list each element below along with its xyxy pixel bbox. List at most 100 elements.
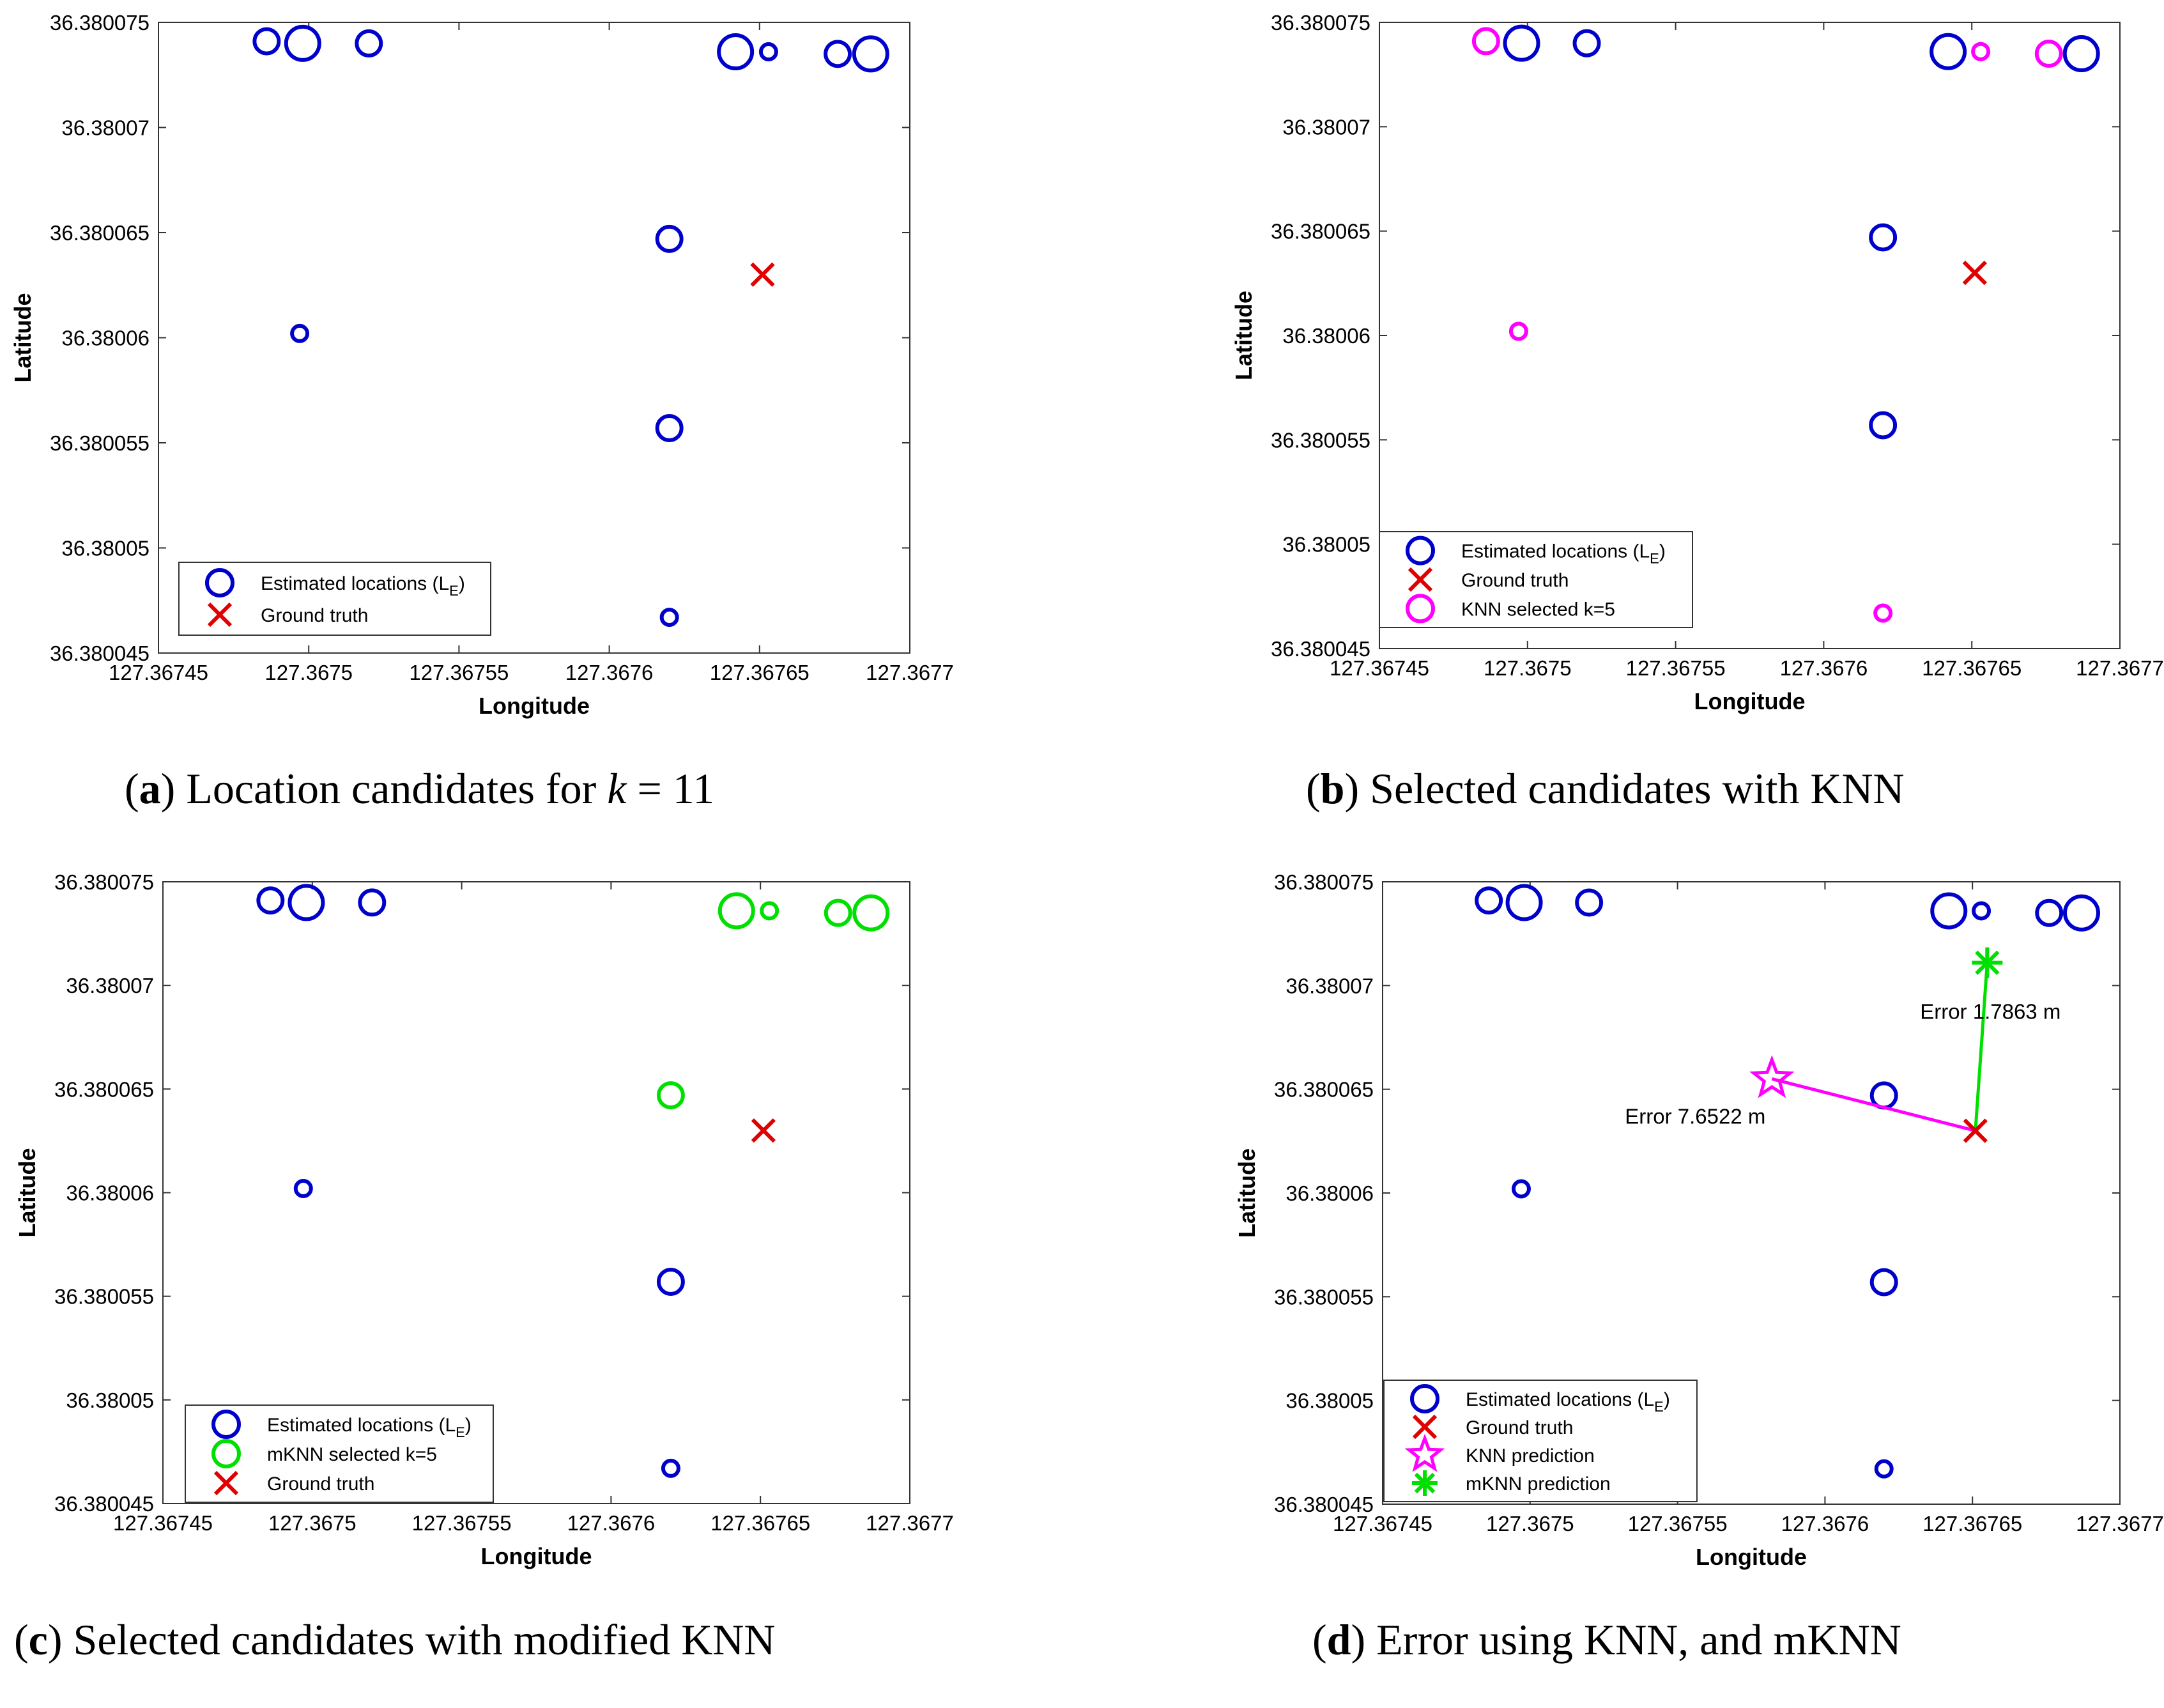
y-tick-label: 36.38005 (66, 1389, 154, 1412)
y-tick-label: 36.380045 (54, 1492, 154, 1516)
candidate-point (284, 24, 321, 62)
chart-d: 127.36745 127.3675 127.36755 127.3676 127.36… (1234, 870, 2164, 1570)
caption-b: (b) Selected candidates with KNN (1306, 764, 1905, 813)
knn-prediction-point (1749, 1055, 1795, 1098)
legend-marker (1406, 594, 1435, 624)
y-axis-label: Latitude (1234, 1148, 1260, 1238)
legend-marker (211, 1439, 241, 1468)
legend-label: Estimated locations (LE) (1466, 1389, 1670, 1415)
candidate-point (824, 40, 852, 68)
caption-label: d (1326, 1615, 1351, 1664)
x-tick-label: 127.36765 (710, 1511, 810, 1535)
y-tick-label: 36.380065 (1271, 220, 1370, 243)
caption-label: b (1320, 764, 1345, 813)
candidate-point (293, 1179, 313, 1199)
data-points (1471, 24, 2100, 623)
y-tick-label: 36.38005 (1282, 533, 1370, 557)
legend-label: KNN prediction (1466, 1445, 1595, 1466)
y-tick-label: 36.38005 (61, 537, 150, 560)
panel-c: 127.36745 127.3675 127.36755 127.3676 127.36… (0, 854, 1082, 1708)
y-tick-label: 36.38006 (1282, 324, 1370, 348)
x-tick-label: 127.36765 (1922, 1512, 2022, 1535)
candidate-point (717, 33, 755, 71)
x-tick-label: 127.3675 (265, 661, 353, 684)
legend-label: Ground truth (1466, 1417, 1573, 1438)
y-axis-label: Latitude (14, 1148, 40, 1238)
y-tick-label: 36.38006 (61, 327, 150, 350)
legend-label: Ground truth (1461, 570, 1569, 591)
candidate-point (656, 1081, 685, 1110)
caption-text: Selected candidates with KNN (1370, 764, 1905, 813)
y-tick-label: 36.380055 (50, 431, 150, 455)
y-tick-label: 36.38006 (1285, 1181, 1374, 1205)
panel-b: 127.36745 127.3675 127.36755 127.3676 127.36… (1082, 0, 2164, 854)
chart-a: 127.36745 127.3675 127.36755 127.3676 127.36… (10, 11, 954, 719)
candidate-point (1503, 24, 1540, 62)
y-tick-label: 36.38007 (1285, 974, 1374, 997)
caption-d: (d) Error using KNN, and mKNN (1312, 1615, 1901, 1664)
legend-marker (205, 568, 234, 597)
candidate-point (1869, 411, 1898, 440)
panel-a: 127.36745 127.3675 127.36755 127.3676 127.36… (0, 0, 1082, 854)
candidate-point (2062, 35, 2100, 72)
candidate-point (1575, 888, 1604, 917)
candidate-point (1873, 603, 1893, 623)
plot-area (158, 22, 910, 654)
x-tick-label: 127.3675 (268, 1511, 357, 1535)
x-tick-label: 127.36765 (1922, 656, 2022, 680)
legend-marker (1408, 567, 1433, 592)
x-tick-label: 127.36745 (109, 661, 208, 684)
legend: Estimated locations (LE) Ground truth (178, 562, 491, 636)
y-tick-label: 36.38005 (1285, 1389, 1374, 1413)
candidate-point (1475, 886, 1503, 915)
y-tick-label: 36.38007 (61, 116, 150, 140)
data-points (252, 24, 889, 627)
x-tick-label: 127.3676 (1780, 656, 1868, 680)
legend-marker (207, 602, 233, 627)
candidate-point (2035, 898, 2064, 927)
caption-text: Selected candidates with modified KNN (73, 1615, 776, 1664)
data-points (256, 884, 890, 1478)
y-tick-label: 36.380075 (1274, 870, 1374, 894)
x-tick-label: 127.36745 (1333, 1512, 1432, 1535)
data-points: Error 7.6522 m Error 1.7863 m (1475, 884, 2100, 1479)
ground-truth-point (1962, 260, 1987, 286)
legend-label: KNN selected k=5 (1461, 599, 1615, 620)
candidate-point (656, 1267, 685, 1296)
legend-label: Estimated locations (LE) (1461, 541, 1666, 567)
candidate-point (1972, 901, 1991, 921)
x-tick-label: 127.36755 (409, 661, 509, 684)
y-axis-label: Latitude (1231, 291, 1257, 380)
candidate-point (661, 1458, 680, 1478)
candidate-point (760, 901, 779, 921)
candidate-point (252, 27, 281, 56)
candidate-point (852, 894, 890, 932)
y-tick-label: 36.380075 (50, 11, 150, 35)
legend-label: mKNN selected k=5 (267, 1444, 437, 1465)
candidate-point (290, 323, 310, 343)
candidate-point (824, 898, 852, 927)
mknn-error-line (1974, 962, 1989, 1131)
legend-box (185, 1404, 494, 1503)
candidate-point (1505, 884, 1543, 921)
caption-label: c (28, 1615, 48, 1664)
x-tick-label: 127.3675 (1484, 656, 1572, 680)
legend-marker (1412, 1414, 1438, 1440)
x-tick-label: 127.3677 (2076, 656, 2164, 680)
legend-marker (213, 1470, 239, 1496)
candidate-point (717, 892, 755, 930)
panel-d: 127.36745 127.3675 127.36755 127.3676 127.36… (1082, 854, 2164, 1708)
legend: Estimated locations (LE) mKNN selected k=… (185, 1404, 494, 1503)
knn-error-line (1771, 1077, 1976, 1133)
caption-text: Error using KNN, and mKNN (1376, 1615, 1901, 1664)
x-tick-label: 127.3677 (866, 1511, 954, 1535)
y-tick-label: 36.38006 (66, 1181, 154, 1205)
y-tick-label: 36.380045 (50, 642, 150, 665)
x-tick-label: 127.36765 (710, 661, 810, 684)
ground-truth-point (1963, 1118, 1988, 1143)
candidate-point (2062, 894, 2100, 932)
x-tick-label: 127.3676 (1781, 1512, 1869, 1535)
candidate-point (1471, 27, 1500, 56)
y-tick-label: 36.380045 (1271, 637, 1370, 661)
legend: Estimated locations (LE)Ground truth KNN … (1383, 1380, 1698, 1502)
